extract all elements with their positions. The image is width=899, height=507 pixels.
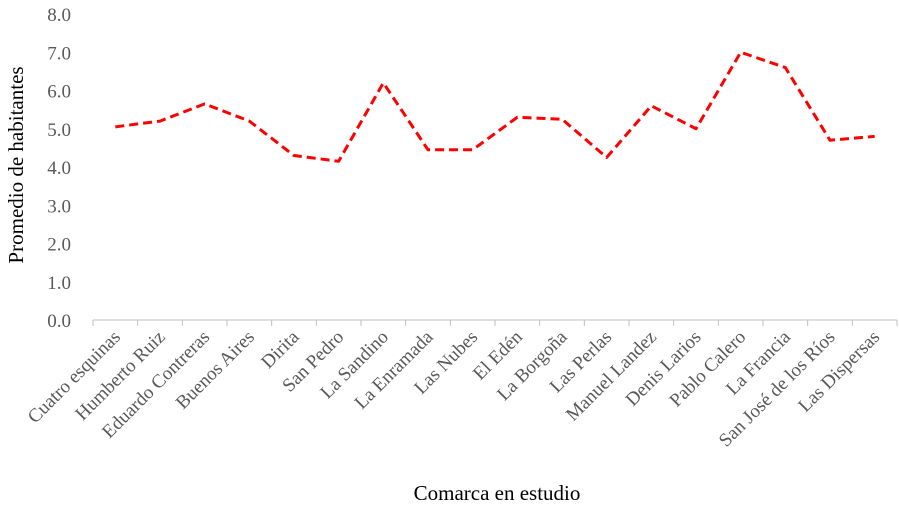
y-tick-label: 2.0: [47, 235, 71, 256]
y-tick-label: 5.0: [47, 120, 71, 141]
line-series: [115, 50, 875, 163]
y-tick-label: 0.0: [47, 311, 71, 332]
y-tick-label: 1.0: [47, 273, 71, 294]
y-tick-label: 7.0: [47, 43, 71, 64]
y-axis-title: Promedio de habitantes: [4, 66, 28, 263]
y-tick-label: 6.0: [47, 82, 71, 103]
x-axis-title: Comarca en estudio: [414, 481, 581, 505]
y-tick-label: 8.0: [47, 5, 71, 26]
y-tick-label: 4.0: [47, 158, 71, 179]
y-tick-label: 3.0: [47, 196, 71, 217]
